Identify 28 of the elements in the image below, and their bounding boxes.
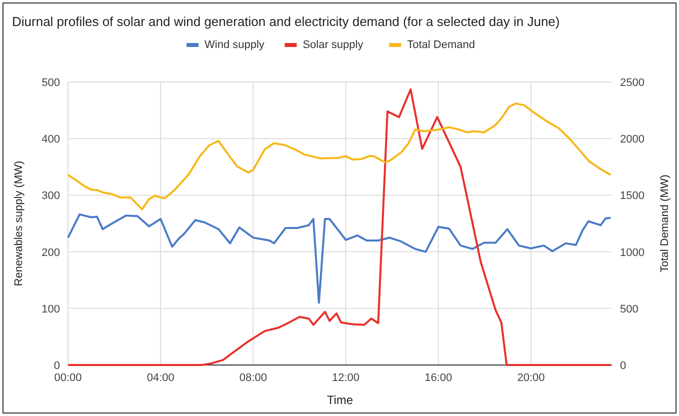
x-axis-title: Time xyxy=(326,393,354,407)
x-tick-label: 08:00 xyxy=(239,372,267,384)
y2-tick-label: 500 xyxy=(620,303,638,316)
y-axis-title: Renewables supply (MW) xyxy=(13,160,25,286)
line-series xyxy=(67,102,612,210)
y2-axis-title: Total Demand (MW) xyxy=(659,174,671,272)
y2-tick-label: 2000 xyxy=(620,134,644,146)
y2-tick-label: 2500 xyxy=(620,77,644,89)
line-series xyxy=(67,88,612,366)
legend-label: Total Demand xyxy=(407,39,475,51)
x-tick-label: 00:00 xyxy=(54,372,82,384)
x-tick-label: 16:00 xyxy=(424,372,452,384)
y-tick-label: 400 xyxy=(42,134,60,146)
line-series xyxy=(67,213,612,304)
x-tick-label: 04:00 xyxy=(146,372,174,384)
legend-label: Solar supply xyxy=(302,39,364,51)
legend-label: Wind supply xyxy=(204,39,265,51)
chart-title: Diurnal profiles of solar and wind generation and electricity demand (for a selected day in June) xyxy=(12,14,560,29)
y2-tick-label: 1500 xyxy=(620,190,644,202)
x-tick-label: 20:00 xyxy=(517,372,545,384)
x-tick-label: 12:00 xyxy=(332,372,360,384)
y2-tick-label: 1000 xyxy=(620,246,644,259)
y-tick-label: 0 xyxy=(54,360,60,372)
y-tick-label: 100 xyxy=(42,303,60,316)
y-tick-label: 300 xyxy=(42,190,60,202)
y2-tick-label: 0 xyxy=(620,360,626,372)
y-tick-label: 200 xyxy=(42,246,60,259)
y-tick-label: 500 xyxy=(42,77,60,89)
